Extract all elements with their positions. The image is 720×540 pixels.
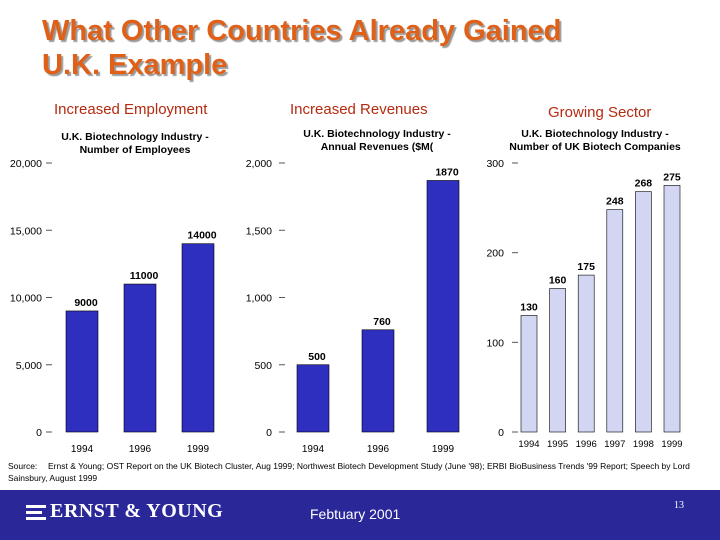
y-tick-label: 5,000 (16, 360, 42, 372)
chart-title-employees: U.K. Biotechnology Industry - Number of … (20, 131, 250, 157)
section-heading-employment: Increased Employment (54, 101, 208, 118)
chart-title-revenues: U.K. Biotechnology Industry - Annual Rev… (262, 128, 492, 154)
data-label: 1870 (435, 166, 459, 178)
bar (635, 191, 652, 433)
x-tick-label: 1994 (518, 439, 539, 450)
data-label: 248 (606, 196, 624, 208)
section-heading-growing-sector: Growing Sector (548, 104, 652, 121)
x-tick-label: 1996 (367, 444, 390, 455)
x-tick-label: 1999 (432, 444, 455, 455)
y-tick-label: 500 (254, 360, 272, 372)
bar (426, 180, 460, 433)
x-tick-label: 1994 (71, 444, 94, 455)
data-label: 500 (308, 351, 326, 363)
source-label: Source: (8, 461, 38, 471)
source-note: Source: Ernst & Young; OST Report on the … (8, 460, 712, 484)
bar (549, 288, 566, 433)
chart-title-revenues-line-1: U.K. Biotechnology Industry - (303, 128, 451, 140)
chart-title-employees-line-1: U.K. Biotechnology Industry - (61, 131, 209, 143)
title-line-1: What Other Countries Already Gained (42, 15, 562, 47)
y-tick-label: 2,000 (246, 158, 272, 170)
data-label: 11000 (130, 270, 159, 282)
bar (663, 185, 681, 433)
ey-bars-icon (26, 505, 46, 521)
chart-title-companies-line-1: U.K. Biotechnology Industry - (521, 128, 669, 140)
x-tick-label: 1999 (187, 444, 210, 455)
footer-date: Febtuary 2001 (310, 506, 401, 522)
footer-bar: ERNST & YOUNG Febtuary 2001 13 (0, 490, 720, 540)
data-label: 760 (373, 316, 391, 328)
x-tick-label: 1996 (129, 444, 152, 455)
y-tick-label: 1,500 (246, 225, 272, 237)
y-tick-label: 0 (498, 427, 504, 439)
y-tick-label: 0 (266, 427, 272, 439)
chart-title-employees-line-2: Number of Employees (79, 144, 191, 156)
x-tick-label: 1997 (604, 439, 625, 450)
x-tick-label: 1996 (576, 439, 597, 450)
data-label: 9000 (74, 297, 98, 309)
page-title: What Other Countries Already Gained U.K.… (42, 14, 561, 82)
bar (123, 283, 157, 433)
logo-text: ERNST & YOUNG (50, 500, 224, 522)
chart-title-revenues-line-2: Annual Revenues ($M( (320, 141, 434, 153)
y-tick-label: 200 (486, 248, 504, 260)
y-tick-label: 100 (486, 337, 504, 349)
bar (520, 315, 538, 433)
data-label: 268 (635, 178, 653, 190)
x-tick-label: 1999 (661, 439, 682, 450)
data-label: 14000 (187, 230, 216, 242)
data-label: 175 (577, 261, 595, 273)
bar (606, 209, 624, 433)
data-label: 160 (549, 275, 567, 287)
y-tick-label: 20,000 (10, 158, 42, 170)
source-text: Ernst & Young; OST Report on the UK Biot… (8, 461, 690, 483)
bar (65, 310, 99, 433)
chart-title-companies-line-2: Number of UK Biotech Companies (509, 141, 681, 153)
x-tick-label: 1994 (302, 444, 325, 455)
y-tick-label: 0 (36, 427, 42, 439)
bar (181, 243, 215, 433)
chart-title-companies: U.K. Biotechnology Industry - Number of … (480, 128, 710, 154)
x-tick-label: 1995 (547, 439, 568, 450)
page-number: 13 (674, 500, 684, 511)
data-label: 275 (663, 171, 681, 183)
bar (296, 364, 330, 433)
y-tick-label: 1,000 (246, 293, 272, 305)
ernst-young-logo: ERNST & YOUNG (26, 500, 223, 523)
y-tick-label: 10,000 (10, 293, 42, 305)
bar (361, 329, 395, 433)
section-heading-revenues: Increased Revenues (290, 101, 428, 118)
bar (577, 274, 595, 433)
y-tick-label: 15,000 (10, 225, 42, 237)
title-line-2: U.K. Example (42, 49, 228, 81)
data-label: 130 (520, 301, 538, 313)
x-tick-label: 1998 (633, 439, 654, 450)
y-tick-label: 300 (486, 158, 504, 170)
